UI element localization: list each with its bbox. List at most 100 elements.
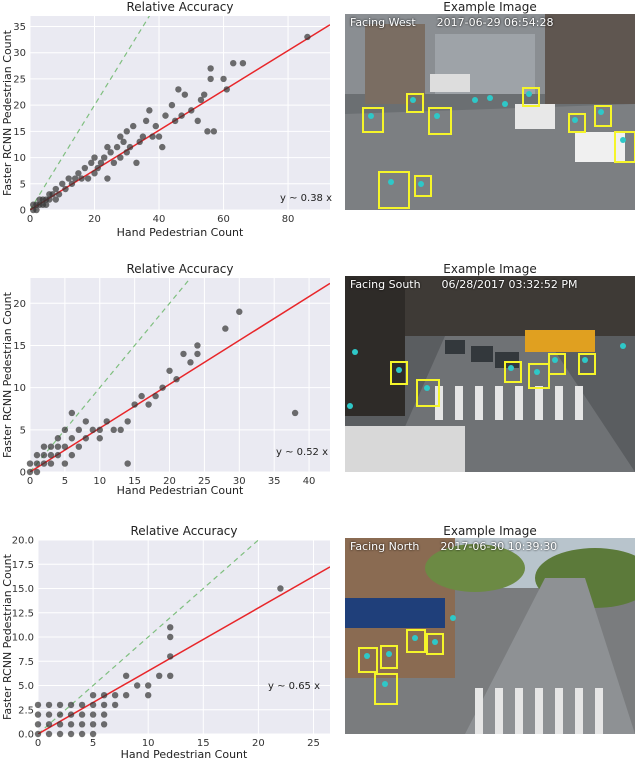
- data-point: [131, 401, 138, 408]
- x-axis-label: Hand Pedestrian Count: [117, 484, 244, 497]
- y-tick-label: 20: [13, 101, 26, 112]
- data-point: [123, 149, 130, 156]
- data-point: [47, 443, 55, 450]
- data-point: [207, 65, 214, 72]
- data-point: [277, 585, 284, 592]
- data-point: [40, 451, 48, 459]
- x-axis-label: Hand Pedestrian Count: [117, 226, 244, 239]
- data-point: [61, 443, 69, 450]
- x-tick-label: 5: [90, 738, 96, 749]
- y-tick-label: 17.5: [12, 560, 34, 571]
- data-point: [155, 133, 163, 140]
- data-point: [197, 96, 205, 104]
- y-axis-label: Faster RCNN Pedestrian Count: [1, 291, 14, 458]
- data-point: [156, 672, 163, 679]
- data-point: [89, 701, 97, 709]
- data-point: [142, 117, 150, 125]
- data-point: [55, 191, 63, 198]
- data-point: [159, 143, 166, 151]
- data-point: [204, 128, 211, 135]
- data-point: [40, 460, 48, 467]
- data-point: [230, 59, 237, 67]
- data-point: [111, 692, 119, 699]
- example-1-stamp: Facing West 2017-06-29 06:54:28: [350, 16, 554, 29]
- data-point: [47, 460, 55, 467]
- example-image-south: Facing South 06/28/2017 03:32:52 PM: [345, 276, 635, 472]
- data-point: [152, 392, 159, 400]
- data-point: [82, 418, 90, 425]
- chart-2-title: Relative Accuracy: [126, 262, 234, 276]
- data-point: [133, 682, 141, 689]
- data-point: [88, 159, 95, 167]
- y-tick-label: 10: [13, 383, 26, 394]
- street-scene-north: [345, 538, 635, 734]
- data-point: [56, 711, 64, 718]
- x-tick-label: 25: [198, 476, 211, 487]
- data-point: [188, 107, 195, 114]
- chart-1-title: Relative Accuracy: [126, 0, 234, 14]
- data-point: [89, 721, 97, 728]
- data-point: [200, 91, 208, 98]
- data-point: [100, 154, 108, 161]
- data-point: [34, 730, 42, 738]
- data-point: [100, 721, 108, 728]
- data-point: [67, 701, 75, 709]
- data-point: [171, 117, 179, 125]
- data-point: [45, 721, 53, 728]
- data-point: [175, 86, 182, 93]
- data-point: [89, 692, 97, 699]
- x-tick-label: 80: [282, 214, 295, 225]
- y-axis-label: Faster RCNN Pedestrian Count: [1, 553, 14, 720]
- data-point: [167, 633, 174, 641]
- data-point: [67, 721, 75, 728]
- fit-equation: y ~ 0.52 x: [276, 447, 328, 458]
- fit-line: [30, 282, 330, 472]
- data-point: [291, 409, 299, 417]
- x-axis-label: Hand Pedestrian Count: [121, 748, 248, 761]
- data-point: [187, 359, 194, 366]
- data-point: [45, 711, 53, 718]
- data-point: [67, 711, 75, 718]
- data-point: [181, 91, 189, 98]
- chart-3-title: Relative Accuracy: [130, 524, 238, 538]
- fit-equation: y ~ 0.65 x: [268, 681, 320, 692]
- data-point: [100, 711, 108, 718]
- y-tick-label: 25: [13, 74, 26, 85]
- y-tick-label: 5: [20, 425, 26, 436]
- x-tick-label: 15: [197, 738, 210, 749]
- data-point: [146, 107, 153, 114]
- data-point: [33, 468, 41, 476]
- data-point: [223, 86, 230, 93]
- x-tick-label: 25: [307, 738, 320, 749]
- data-point: [113, 143, 121, 151]
- y-tick-label: 15: [13, 127, 26, 138]
- data-point: [133, 159, 140, 167]
- row-1: Relative Accuracy 0 20 40 60 80 0 5 10 15 20 25 30 3…: [0, 0, 640, 240]
- data-point: [56, 721, 64, 728]
- x-tick-label: 0: [35, 738, 41, 749]
- grid-layer: [29, 16, 330, 211]
- data-point: [91, 154, 98, 161]
- data-point: [139, 133, 147, 140]
- data-point: [59, 180, 66, 187]
- data-point: [304, 33, 311, 41]
- ticks-layer: 0 20 40 60 80 0 5 10 15 20 25 30 35: [13, 22, 294, 225]
- example-image-west: Facing West 2017-06-29 06:54:28: [345, 14, 635, 210]
- data-point: [52, 185, 60, 193]
- y-axis-label: Faster RCNN Pedestrian Count: [1, 29, 14, 196]
- data-point: [54, 443, 62, 450]
- data-point: [34, 701, 42, 709]
- data-point: [210, 128, 218, 135]
- x-tick-label: 10: [93, 476, 106, 487]
- example-2-stamp: Facing South 06/28/2017 03:32:52 PM: [350, 278, 578, 291]
- x-tick-label: 20: [163, 476, 176, 487]
- scatter-chart-2: 0 5 10 15 20 25 30 35 40 0 5 10 15 20 y ~ 0.52 x Hand…: [1, 278, 330, 497]
- data-point: [194, 350, 201, 358]
- data-point: [65, 175, 72, 182]
- y-tick-label: 0: [20, 206, 26, 217]
- y-tick-label: 12.5: [12, 608, 34, 619]
- data-point: [168, 101, 176, 109]
- data-point: [46, 196, 53, 203]
- data-point: [100, 701, 108, 709]
- data-point: [124, 460, 131, 467]
